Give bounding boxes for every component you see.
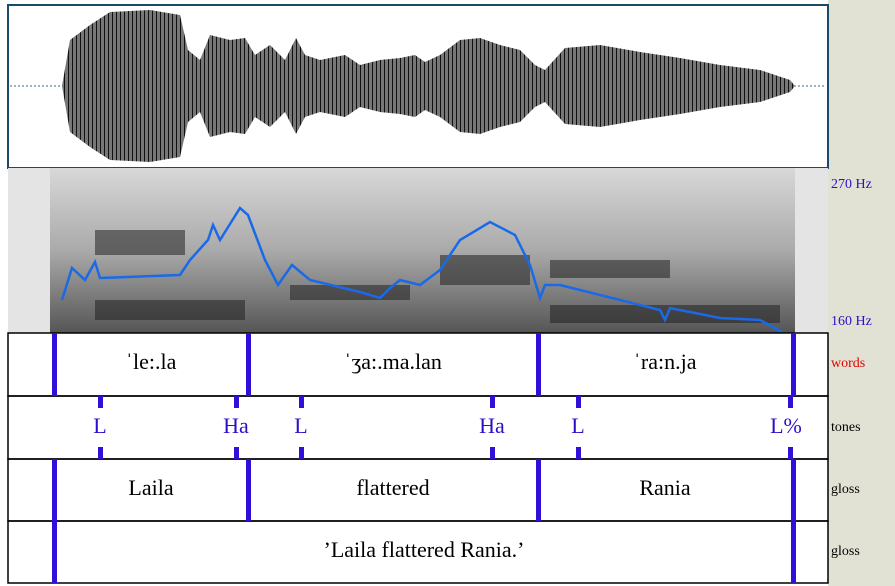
gloss-label: flattered bbox=[356, 475, 429, 500]
tier-name: words bbox=[831, 356, 865, 371]
gloss-label: Laila bbox=[128, 475, 173, 500]
spectrogram-silence bbox=[8, 168, 50, 333]
gloss-label: Rania bbox=[639, 475, 691, 500]
word-label: ˈʒa:.ma.lan bbox=[344, 349, 442, 374]
tone-points bbox=[98, 396, 793, 459]
praat-window: 270 Hz 160 Hz ˈle:.la ˈʒa:.ma.lan ˈra:n.… bbox=[0, 0, 895, 586]
side-panel bbox=[828, 0, 895, 586]
word-label: ˈra:n.ja bbox=[634, 349, 697, 374]
tone-label: L bbox=[294, 413, 307, 438]
translation-label: ’Laila flattered Rania.’ bbox=[324, 537, 525, 562]
pitch-min: 160 Hz bbox=[831, 314, 872, 329]
tier-name: tones bbox=[831, 420, 861, 435]
word-label: ˈle:.la bbox=[126, 349, 177, 374]
tone-label: Ha bbox=[223, 413, 249, 438]
spectrogram-silence bbox=[795, 168, 828, 333]
tone-label: L bbox=[571, 413, 584, 438]
tone-label: L bbox=[93, 413, 106, 438]
pitch-max: 270 Hz bbox=[831, 177, 872, 192]
tier-name: gloss bbox=[831, 482, 860, 497]
tone-label: L% bbox=[770, 413, 802, 438]
tier-name: gloss bbox=[831, 544, 860, 559]
tone-label: Ha bbox=[479, 413, 505, 438]
